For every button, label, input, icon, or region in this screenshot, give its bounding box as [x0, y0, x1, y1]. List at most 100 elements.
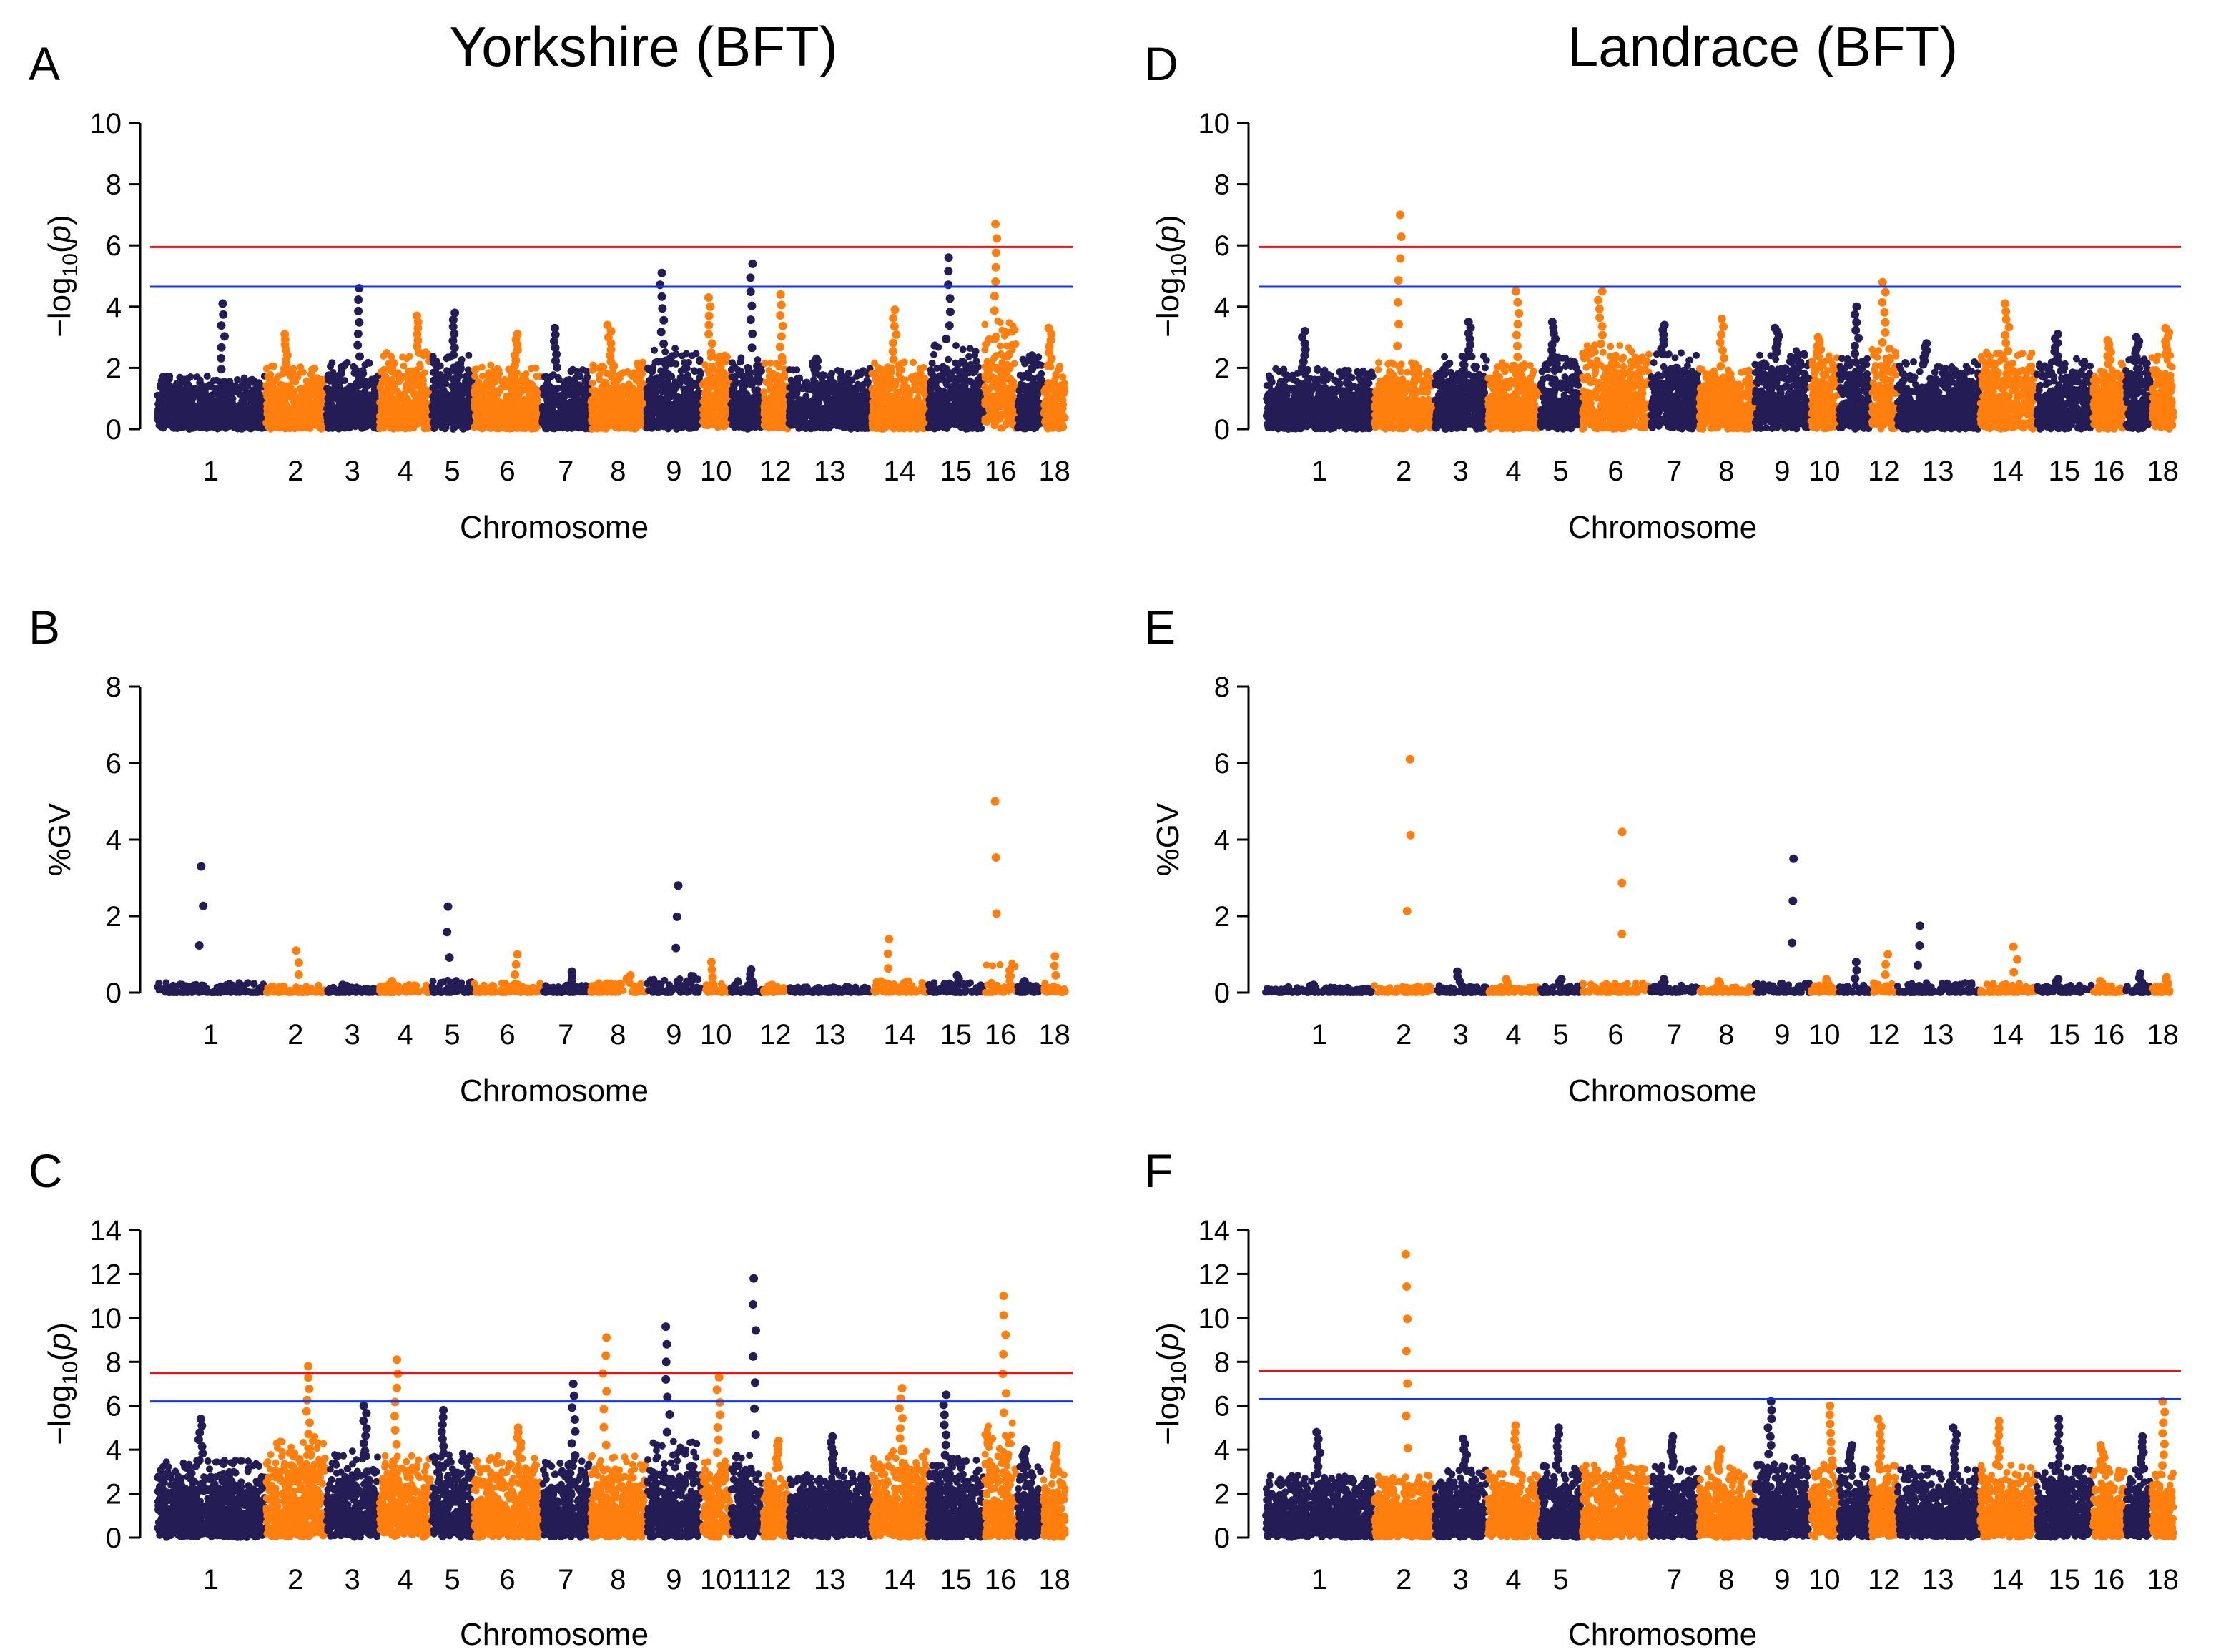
data-point — [571, 400, 578, 407]
data-point — [679, 353, 686, 360]
data-point — [531, 404, 538, 411]
data-point — [390, 383, 398, 390]
peak-point — [551, 324, 559, 333]
data-point — [496, 423, 503, 430]
data-point — [657, 395, 664, 402]
data-point — [187, 408, 194, 415]
data-point — [589, 367, 596, 374]
data-point — [267, 426, 275, 433]
data-point — [543, 373, 550, 380]
data-point — [210, 377, 217, 384]
data-point — [186, 383, 193, 390]
data-point — [240, 396, 247, 403]
peak-point — [217, 365, 226, 373]
data-point — [556, 376, 563, 383]
data-point — [220, 378, 227, 385]
data-point — [774, 360, 782, 368]
data-point — [430, 356, 437, 363]
data-point — [747, 376, 754, 383]
data-point — [673, 426, 680, 433]
data-point — [504, 405, 511, 412]
data-point — [543, 410, 551, 418]
data-point — [252, 419, 260, 426]
data-point — [702, 392, 709, 399]
data-point — [529, 419, 536, 426]
peak-point — [747, 315, 755, 324]
data-point — [744, 414, 751, 421]
data-point — [328, 359, 335, 366]
data-point — [346, 383, 353, 390]
data-point — [181, 400, 188, 407]
data-point — [578, 413, 586, 421]
data-point — [487, 362, 494, 369]
data-point — [462, 378, 469, 385]
data-point — [616, 388, 623, 395]
data-point — [189, 395, 197, 403]
data-point — [478, 384, 485, 391]
data-point — [693, 350, 700, 358]
data-point — [380, 366, 388, 373]
data-point — [621, 400, 628, 408]
data-point — [412, 407, 419, 414]
data-point — [465, 352, 472, 359]
data-point — [255, 413, 262, 420]
data-point — [492, 407, 499, 414]
data-point — [363, 418, 370, 426]
data-point — [390, 398, 398, 405]
peak-point — [219, 310, 227, 319]
data-point — [462, 423, 469, 431]
data-point — [729, 386, 736, 393]
data-point — [212, 398, 220, 405]
data-point — [338, 424, 345, 431]
data-point — [548, 398, 555, 405]
data-point — [706, 421, 713, 428]
data-point — [522, 374, 529, 381]
data-point — [615, 425, 622, 432]
data-point — [729, 359, 736, 366]
data-point — [297, 401, 304, 408]
data-point — [371, 375, 378, 382]
data-point — [329, 395, 336, 402]
data-point — [754, 356, 762, 363]
data-point — [179, 409, 186, 416]
peak-point — [704, 330, 713, 338]
data-point — [668, 373, 675, 380]
peak-point — [658, 269, 666, 277]
data-point — [395, 390, 403, 397]
data-point — [437, 371, 444, 378]
data-point — [687, 425, 694, 432]
data-point — [340, 391, 347, 398]
data-point — [349, 421, 356, 428]
data-point — [267, 371, 274, 378]
data-point — [249, 376, 256, 383]
data-point — [330, 423, 337, 431]
peak-point — [604, 321, 612, 330]
data-point — [583, 373, 591, 380]
data-point — [362, 391, 369, 398]
data-point — [509, 413, 516, 420]
data-point — [429, 384, 436, 391]
data-point — [671, 385, 679, 393]
data-point — [691, 400, 698, 408]
data-point — [458, 412, 466, 419]
data-point — [442, 380, 449, 388]
data-point — [341, 407, 348, 414]
data-point — [421, 419, 428, 426]
data-point — [481, 410, 488, 417]
data-point — [596, 372, 603, 379]
data-point — [388, 390, 395, 398]
data-point — [405, 398, 412, 405]
data-point — [312, 400, 319, 407]
data-point — [521, 418, 528, 426]
data-point — [581, 419, 588, 426]
data-point — [752, 368, 759, 375]
data-point — [229, 385, 236, 393]
data-point — [484, 418, 491, 425]
data-point — [754, 400, 761, 408]
data-point — [441, 392, 448, 399]
data-point — [629, 394, 636, 401]
data-point — [548, 384, 555, 391]
data-point — [355, 382, 363, 389]
data-point — [692, 408, 699, 415]
data-point — [513, 405, 521, 413]
